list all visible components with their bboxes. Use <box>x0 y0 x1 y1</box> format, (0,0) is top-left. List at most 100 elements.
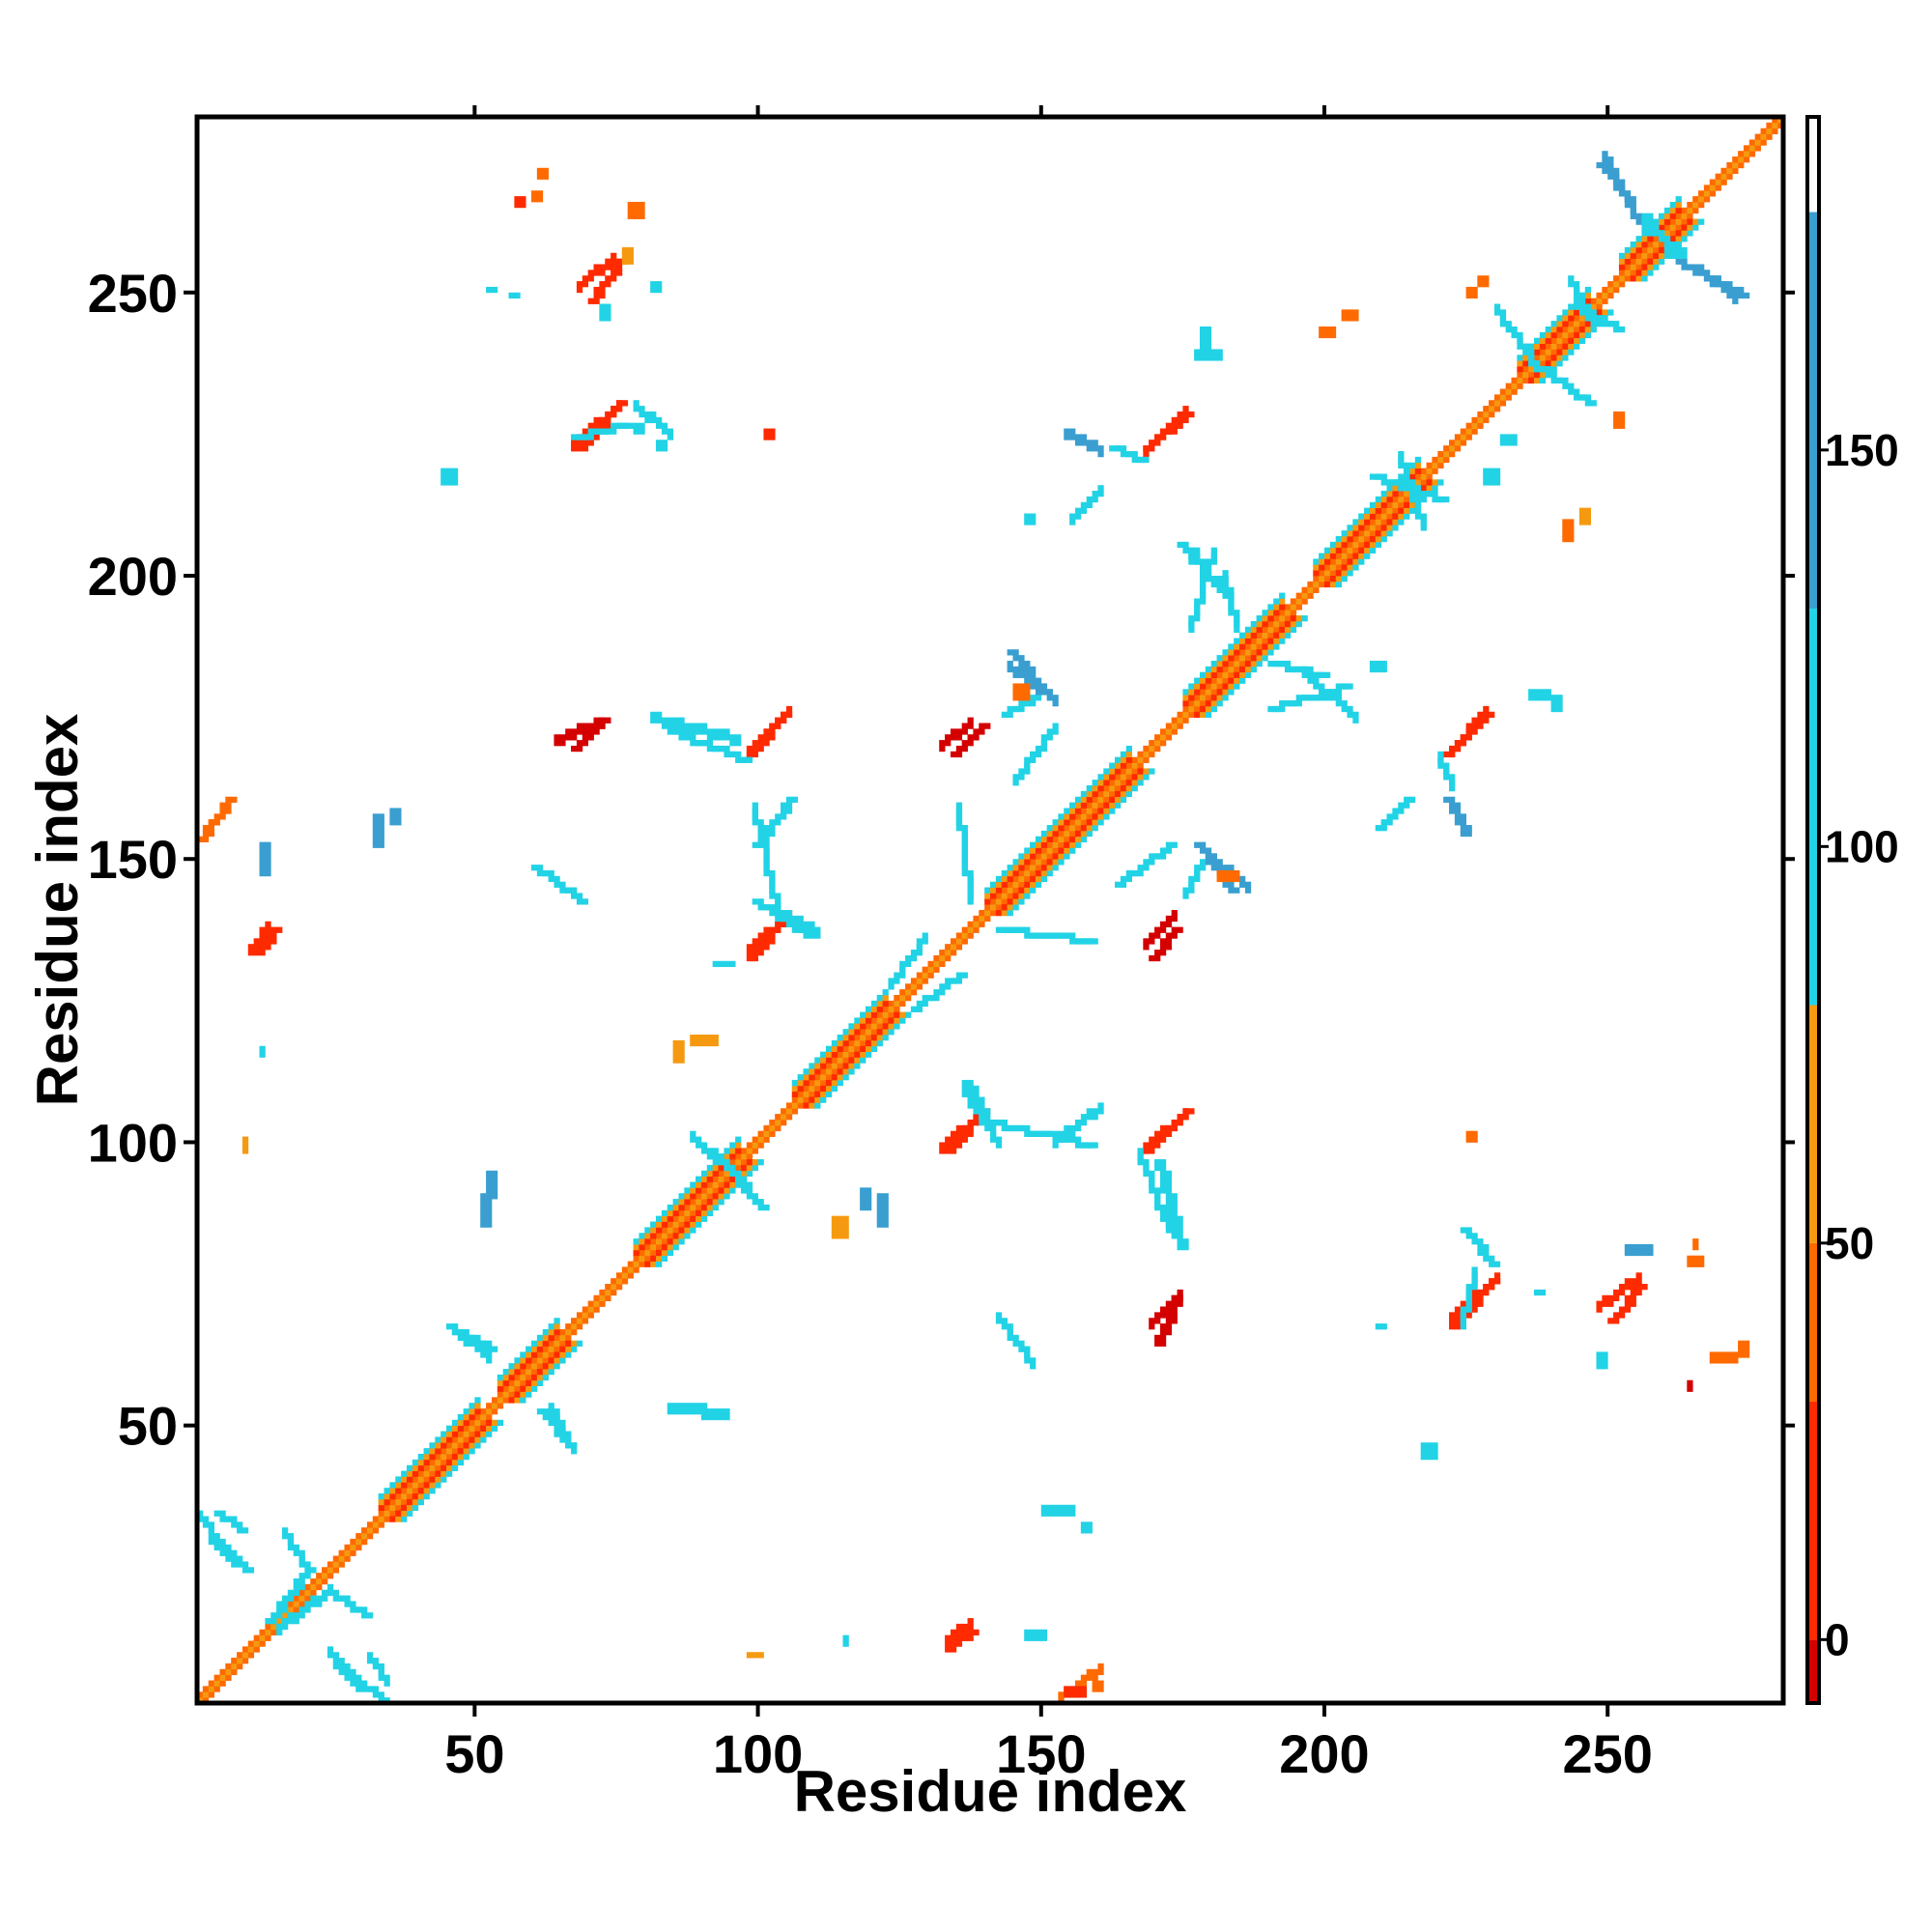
heatmap-cell <box>1115 802 1122 809</box>
contact-cell <box>1273 660 1280 668</box>
heatmap-cell <box>1307 581 1314 588</box>
contact-cell <box>757 745 764 753</box>
heatmap-cell <box>576 1318 583 1324</box>
heatmap-cell <box>1103 802 1110 809</box>
heatmap-cell <box>1182 717 1189 724</box>
heatmap-cell <box>1131 780 1138 786</box>
heatmap-cell <box>684 1199 691 1206</box>
contact-cell <box>1687 1261 1693 1267</box>
contact-cell <box>1499 315 1507 322</box>
heatmap-cell <box>565 1351 572 1358</box>
heatmap-cell <box>1012 904 1019 911</box>
heatmap-cell <box>1097 802 1104 809</box>
contact-cell <box>678 1039 685 1047</box>
contact-cell <box>746 756 753 763</box>
heatmap-cell <box>559 1334 566 1342</box>
heatmap-cell <box>746 1170 753 1178</box>
heatmap-cell <box>672 1238 679 1245</box>
contact-cell <box>1149 1170 1155 1178</box>
contact-cell <box>1199 598 1207 605</box>
contact-cell <box>1030 700 1037 707</box>
heatmap-cell <box>854 1035 861 1041</box>
heatmap-cell <box>690 1215 696 1222</box>
heatmap-cell <box>1250 660 1258 668</box>
contact-cell <box>797 926 804 933</box>
contact-cell <box>1177 1294 1183 1302</box>
contact-cell <box>763 944 770 951</box>
contact-cell <box>1681 264 1688 270</box>
heatmap-cell <box>1058 819 1065 826</box>
contact-cell <box>1715 275 1721 282</box>
heatmap-cell <box>1120 790 1127 798</box>
heatmap-cell <box>1267 632 1274 639</box>
heatmap-cell <box>1030 887 1037 894</box>
contact-cell <box>961 859 968 866</box>
contact-cell <box>1596 1351 1603 1358</box>
contact-cell <box>1630 207 1636 214</box>
heatmap-cell <box>1454 445 1462 452</box>
heatmap-cell <box>1630 246 1636 254</box>
heatmap-cell <box>775 1124 781 1132</box>
contact-cell <box>372 819 380 826</box>
heatmap-cell <box>474 1403 481 1409</box>
heatmap-cell <box>1092 802 1098 809</box>
heatmap-cell <box>1618 252 1626 259</box>
contact-cell <box>1743 1340 1750 1347</box>
contact-cell <box>559 740 566 747</box>
heatmap-cell <box>684 1221 691 1228</box>
heatmap-cell <box>1001 910 1008 917</box>
contact-cell <box>1080 507 1088 514</box>
heatmap-cell <box>1364 541 1371 549</box>
heatmap-cell <box>837 1063 843 1069</box>
contact-cell <box>950 751 957 758</box>
heatmap-cell <box>1295 615 1302 622</box>
contact-cell <box>763 853 770 860</box>
contact-cell <box>1024 756 1031 763</box>
heatmap-cell <box>1244 632 1252 639</box>
contact-cell <box>1052 1130 1059 1137</box>
heatmap-cell <box>1018 881 1025 888</box>
heatmap-cell <box>1352 564 1359 571</box>
contact-cell <box>1568 383 1575 389</box>
heatmap-cell <box>1103 813 1110 820</box>
contact-cell <box>1618 1306 1626 1313</box>
heatmap-cell <box>327 1561 334 1568</box>
contact-cell <box>1578 394 1586 401</box>
contact-cell <box>1058 1697 1065 1704</box>
heatmap-cell <box>1635 252 1642 259</box>
contact-cell <box>1058 1136 1065 1143</box>
contact-cell <box>973 1102 980 1109</box>
heatmap-cell <box>905 989 912 996</box>
contact-cell <box>1205 558 1212 565</box>
contact-cell <box>1404 802 1410 809</box>
heatmap-cell <box>593 1306 600 1313</box>
heatmap-cell <box>1030 859 1037 866</box>
heatmap-cell <box>435 1453 441 1461</box>
heatmap-cell <box>520 1385 526 1392</box>
contact-cell <box>678 728 685 735</box>
heatmap-cell <box>1539 349 1547 355</box>
heatmap-cell <box>463 1453 469 1461</box>
contact-cell <box>1420 1453 1427 1461</box>
contact-cell <box>576 723 583 729</box>
contact-cell <box>548 1403 554 1409</box>
contact-cell <box>1149 1187 1155 1194</box>
contact-cell <box>1663 236 1671 242</box>
heatmap-cell <box>842 1057 849 1064</box>
contact-cell <box>197 1516 204 1522</box>
contact-cell <box>1159 847 1167 854</box>
contact-cell <box>1177 1243 1183 1251</box>
contact-cell <box>1533 695 1541 701</box>
heatmap-cell <box>571 1328 578 1336</box>
contact-cell <box>633 400 639 407</box>
contact-cell <box>576 728 583 735</box>
heatmap-cell <box>1086 819 1093 826</box>
contact-cell <box>599 286 606 294</box>
contact-cell <box>1165 1221 1173 1228</box>
contact-cell <box>605 275 611 282</box>
heatmap-cell <box>491 1419 498 1427</box>
contact-cell <box>1437 496 1444 503</box>
heatmap-cell <box>927 966 934 973</box>
heatmap-cell <box>837 1045 843 1052</box>
heatmap-cell <box>1675 236 1682 242</box>
